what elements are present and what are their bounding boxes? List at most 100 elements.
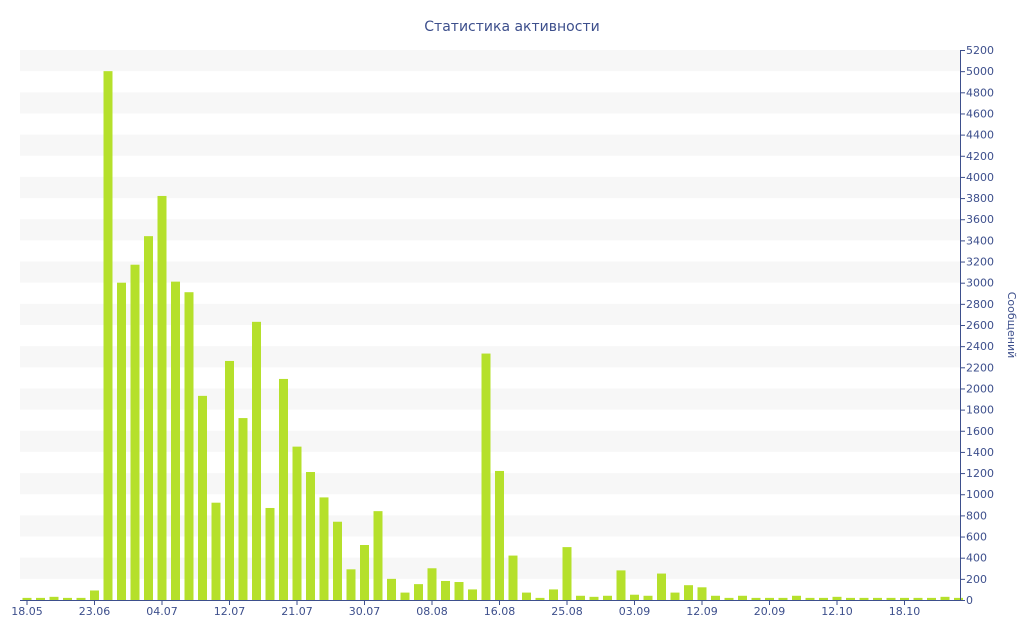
bar <box>373 511 383 600</box>
bar <box>724 597 734 600</box>
y-tick-label: 4000 <box>966 171 994 184</box>
bar <box>481 353 491 600</box>
bar <box>252 321 261 600</box>
bar <box>549 589 558 600</box>
y-tick-label: 400 <box>966 552 987 565</box>
bar <box>211 502 221 600</box>
y-tick-label: 1200 <box>966 467 994 480</box>
bar <box>400 592 410 600</box>
bar <box>387 578 396 600</box>
bar <box>265 507 275 600</box>
y-tick-label: 1400 <box>966 446 994 459</box>
x-tick-label: 18.10 <box>889 605 921 618</box>
bar <box>711 595 720 600</box>
bar <box>738 595 747 600</box>
y-tick-label: 0 <box>966 594 973 607</box>
x-tick-label: 03.09 <box>619 605 651 618</box>
x-axis-ticks: 18.05 23.06 04.07 12.07 21.07 30.07 08.08 16.08… <box>11 600 920 618</box>
bar <box>684 585 693 600</box>
bar <box>630 594 639 600</box>
bar <box>414 584 423 600</box>
y-tick-label: 5200 <box>966 44 994 57</box>
bar <box>940 596 950 600</box>
bar <box>130 264 140 600</box>
bar <box>535 597 545 600</box>
bar <box>22 597 32 600</box>
bar <box>792 595 801 600</box>
x-tick-label: 21.07 <box>281 605 313 618</box>
bar <box>360 545 369 600</box>
bar <box>225 360 234 600</box>
bar <box>778 597 788 600</box>
bar <box>954 597 963 600</box>
bar <box>90 590 99 600</box>
bar <box>859 597 869 600</box>
bar <box>873 597 882 600</box>
grid-band <box>20 134 960 156</box>
x-tick-label: 16.08 <box>484 605 516 618</box>
bar <box>589 596 599 600</box>
bar <box>333 521 342 600</box>
bar <box>468 589 477 600</box>
bar <box>927 597 936 600</box>
bar <box>292 446 302 600</box>
y-tick-label: 4800 <box>966 86 994 99</box>
bar <box>805 597 815 600</box>
grid-band <box>20 50 960 72</box>
y-tick-label: 4600 <box>966 107 994 120</box>
y-tick-label: 3600 <box>966 213 994 226</box>
y-tick-label: 600 <box>966 531 987 544</box>
bar <box>279 378 288 600</box>
bar <box>306 472 315 600</box>
y-tick-label: 1000 <box>966 488 994 501</box>
bar <box>643 595 653 600</box>
bar <box>657 573 666 600</box>
bar <box>670 592 680 600</box>
bar <box>603 595 612 600</box>
bar <box>238 418 248 600</box>
y-tick-label: 2200 <box>966 361 994 374</box>
bars-group <box>22 71 963 600</box>
bar <box>832 596 842 600</box>
bar <box>319 497 329 600</box>
bar <box>144 236 153 600</box>
bar <box>886 597 896 600</box>
y-tick-label: 4200 <box>966 150 994 163</box>
y-tick-label: 3800 <box>966 192 994 205</box>
bar <box>508 555 518 600</box>
bar <box>819 597 828 600</box>
bar <box>495 470 504 600</box>
grid-band <box>20 176 960 199</box>
y-tick-label: 2600 <box>966 319 994 332</box>
x-tick-label: 23.06 <box>79 605 111 618</box>
x-tick-label: 20.09 <box>754 605 786 618</box>
chart-title: Статистика активности <box>424 19 599 35</box>
bar <box>697 587 707 600</box>
bar <box>616 570 626 600</box>
bar <box>765 597 774 600</box>
bar <box>346 569 356 600</box>
y-tick-label: 5000 <box>966 65 994 78</box>
grid-band <box>20 261 960 283</box>
y-tick-label: 1800 <box>966 404 994 417</box>
bar <box>171 281 180 600</box>
bar <box>900 597 909 600</box>
y-tick-label: 3400 <box>966 234 994 247</box>
x-tick-label: 08.08 <box>416 605 448 618</box>
bar <box>157 195 167 600</box>
bar <box>913 597 923 600</box>
bar <box>103 71 113 600</box>
bar <box>751 597 761 600</box>
bar <box>441 580 450 600</box>
x-tick-label: 12.09 <box>686 605 718 618</box>
bar <box>522 592 531 600</box>
grid-band <box>20 92 960 114</box>
bar <box>184 292 194 600</box>
bar <box>846 597 855 600</box>
grid-band <box>20 219 960 241</box>
x-tick-label: 12.07 <box>214 605 246 618</box>
bar <box>562 547 572 600</box>
bar <box>63 597 72 600</box>
bar <box>427 568 437 600</box>
